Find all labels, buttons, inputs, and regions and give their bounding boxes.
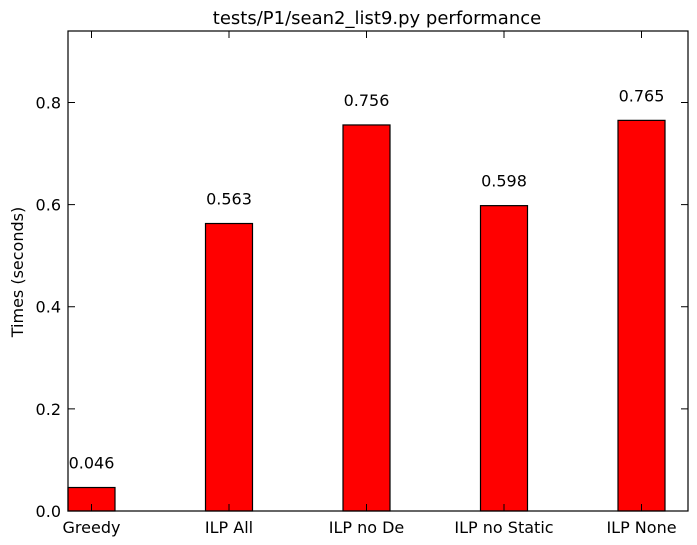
- x-tick-label: ILP All: [205, 518, 253, 537]
- bar-value-label: 0.756: [344, 91, 390, 110]
- bar: [342, 124, 391, 512]
- y-tick-label: 0.8: [36, 93, 61, 112]
- y-tick-label: 0.6: [36, 196, 61, 215]
- chart-title: tests/P1/sean2_list9.py performance: [213, 8, 541, 29]
- plot-frame: [67, 30, 689, 512]
- bar-value-label: 0.563: [206, 190, 252, 209]
- bar: [204, 222, 254, 512]
- bar-value-label: 0.046: [69, 454, 115, 473]
- y-tick-label: 0.4: [36, 298, 61, 317]
- x-tick-label: ILP None: [606, 518, 676, 537]
- y-axis-label: Times (seconds): [8, 207, 27, 338]
- y-tick-label: 0.2: [36, 400, 61, 419]
- x-tick-label: ILP no De: [329, 518, 405, 537]
- bar-value-label: 0.765: [619, 86, 665, 105]
- plot-area: 0.046 0.563 0.756 0.598 0.765 0.0 0.2 0.4 0.6 0.8…: [36, 30, 689, 537]
- x-tick-label: Greedy: [63, 518, 121, 537]
- y-tick-label: 0.0: [36, 502, 61, 521]
- bar-value-label: 0.598: [481, 172, 527, 191]
- bar: [617, 119, 666, 512]
- bar: [479, 205, 529, 512]
- x-tick-label: ILP no Static: [454, 518, 553, 537]
